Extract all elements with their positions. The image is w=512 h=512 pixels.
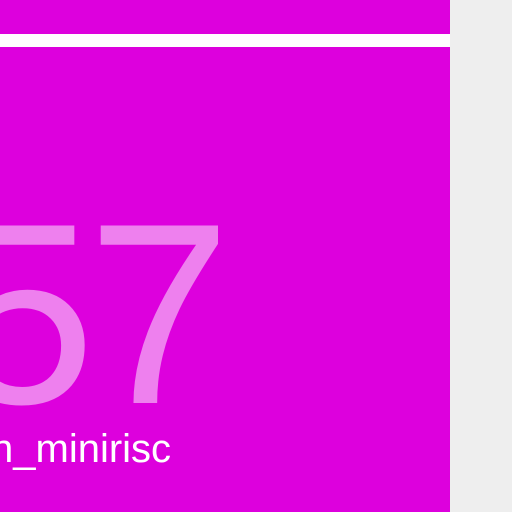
side-panel bbox=[450, 0, 512, 512]
tile-divider bbox=[0, 34, 450, 47]
metric-label: n_minirisc bbox=[0, 427, 172, 471]
metric-tile[interactable]: 57 n_minirisc bbox=[0, 47, 450, 512]
previous-tile[interactable] bbox=[0, 0, 450, 34]
tile-column: 57 n_minirisc bbox=[0, 0, 450, 512]
metric-count: 57 bbox=[0, 169, 231, 458]
